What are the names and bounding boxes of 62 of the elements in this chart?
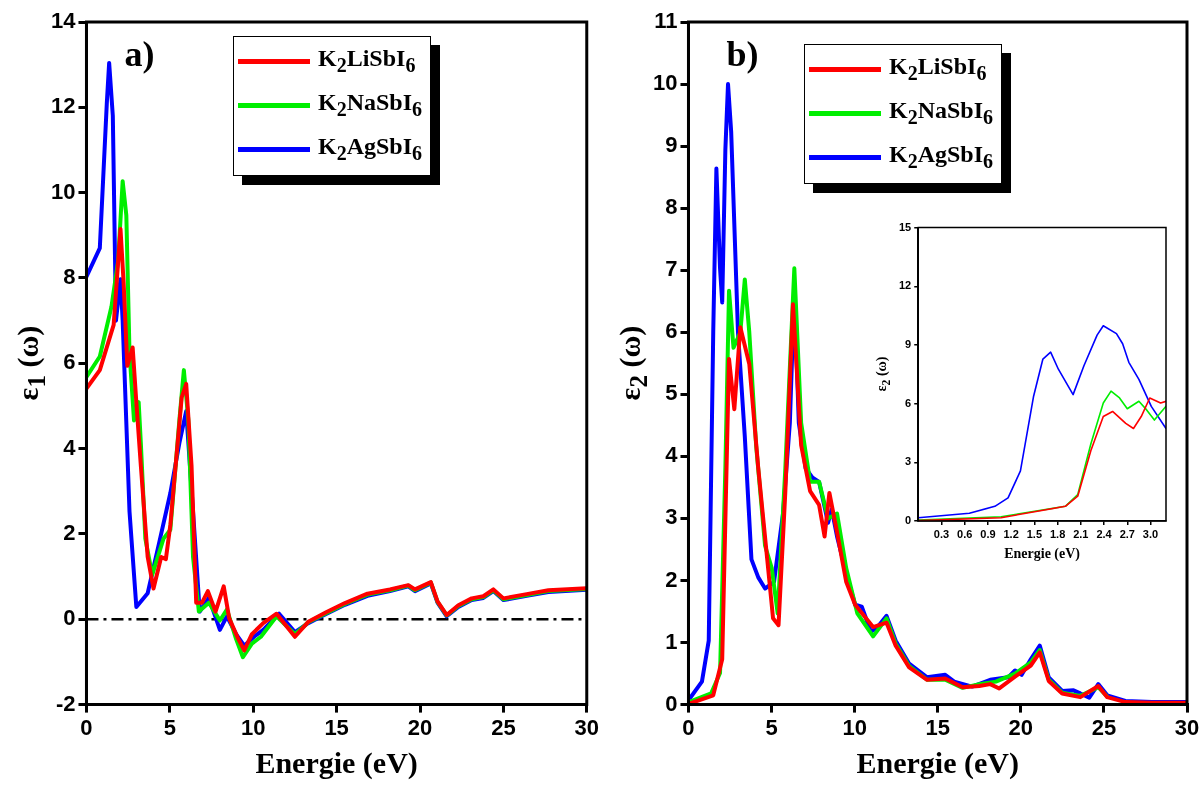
x-tick-label: 1.8	[1049, 527, 1066, 540]
x-tick-label: 15	[925, 714, 950, 740]
x-axis-title: Energie (eV)	[856, 745, 1019, 780]
y-tick-label: 15	[898, 220, 912, 233]
y-tick-label: 0	[63, 605, 76, 631]
y-tick-label: 0	[665, 690, 678, 716]
annotation: a)	[124, 34, 155, 74]
x-tick-label: 5	[765, 714, 778, 740]
legend-label: K$_{2}$AgSbI$_{6}$	[889, 141, 994, 173]
x-axis-title: Energie (eV)	[255, 745, 418, 780]
y-tick-label: 1	[665, 628, 678, 654]
y-tick-label: 8	[63, 264, 76, 290]
x-tick-label: 25	[491, 714, 516, 740]
y-tick-label: 5	[665, 380, 678, 406]
y-tick-label: 11	[654, 8, 678, 34]
y-tick-label: 2	[63, 520, 76, 546]
y-tick-label: 7	[665, 256, 678, 282]
y-tick-label: 0	[905, 514, 912, 527]
x-tick-label: 30	[1174, 714, 1200, 740]
y-tick-label: 3	[905, 455, 912, 468]
x-tick-label: 0	[682, 714, 695, 740]
x-tick-label: 0.9	[980, 527, 996, 540]
y-tick-label: 9	[665, 132, 678, 158]
y-tick-label: 10	[652, 70, 678, 96]
x-tick-label: 0.3	[933, 527, 950, 540]
x-tick-label: 30	[574, 714, 600, 740]
x-tick-label: 25	[1091, 714, 1117, 740]
y-tick-label: 9	[905, 337, 912, 350]
y-tick-label: 4	[665, 442, 679, 468]
legend-label: K$_{2}$NaSbI$_{6}$	[318, 89, 423, 121]
y-tick-label: 6	[665, 318, 678, 344]
y-tick-label: 10	[50, 178, 76, 204]
y-tick-label: 4	[63, 434, 77, 460]
y-tick-label: 12	[898, 279, 912, 292]
y-tick-label: 3	[665, 504, 678, 530]
x-tick-label: 0.6	[957, 527, 973, 540]
x-tick-label: 2.4	[1096, 527, 1113, 540]
x-tick-label: 10	[240, 714, 266, 740]
x-tick-label: 1.2	[1003, 527, 1019, 540]
x-tick-label: 2.7	[1119, 527, 1135, 540]
y-tick-label: -2	[55, 690, 76, 716]
legend-label: K$_{2}$LiSbI$_{6}$	[889, 53, 987, 85]
x-axis-title: Energie (eV)	[1004, 546, 1081, 563]
legend-label: K$_{2}$NaSbI$_{6}$	[889, 97, 994, 129]
y-tick-label: 8	[665, 194, 678, 220]
annotation: b)	[726, 34, 759, 74]
x-tick-label: 0	[80, 714, 93, 740]
y-tick-label: 6	[905, 396, 912, 409]
y-tick-label: 12	[50, 93, 76, 119]
x-tick-label: 15	[324, 714, 349, 740]
y-tick-label: 2	[665, 566, 678, 592]
y-tick-label: 6	[63, 349, 76, 375]
x-tick-label: 5	[163, 714, 176, 740]
x-tick-label: 2.1	[1073, 527, 1089, 540]
x-tick-label: 20	[407, 714, 433, 740]
x-tick-label: 10	[842, 714, 867, 740]
x-tick-label: 20	[1008, 714, 1034, 740]
x-tick-label: 3.0	[1142, 527, 1159, 540]
x-tick-label: 1.5	[1026, 527, 1043, 540]
legend-label: K$_{2}$LiSbI$_{6}$	[318, 45, 416, 77]
legend-label: K$_{2}$AgSbI$_{6}$	[318, 133, 423, 165]
y-tick-label: 14	[50, 8, 77, 34]
